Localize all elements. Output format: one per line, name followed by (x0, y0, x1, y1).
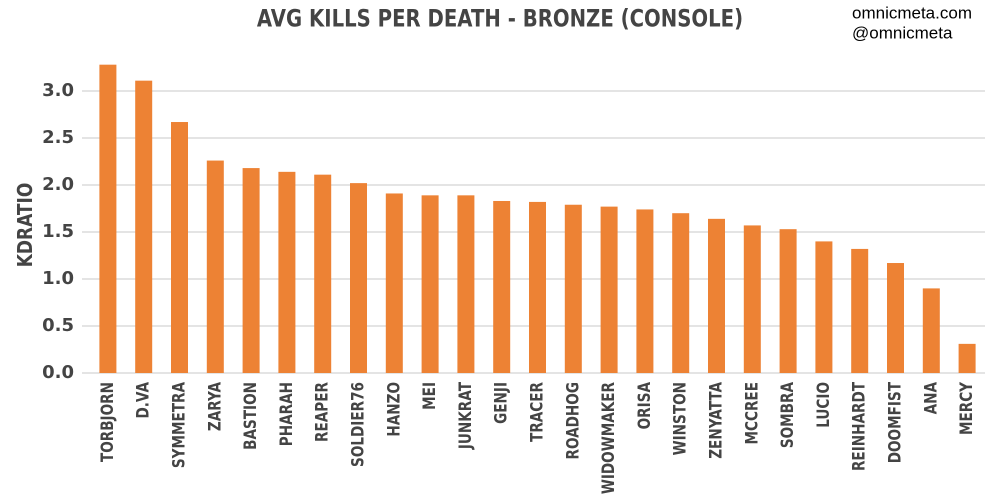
x-tick-label: BASTION (241, 382, 261, 450)
x-tick-label: ANA (921, 382, 941, 414)
x-tick-label: MCCREE (742, 382, 762, 444)
bar (672, 213, 690, 373)
bar (99, 64, 117, 374)
x-tick-label: SOLDIER76 (348, 382, 368, 467)
x-tick-label: WINSTON (670, 382, 690, 455)
y-tick-label: 0.5 (42, 315, 74, 336)
y-tick-label: 0.0 (42, 362, 74, 383)
bar (887, 263, 904, 373)
x-tick-label: WIDOWMAKER (599, 382, 619, 494)
bar (564, 204, 582, 373)
bar (851, 248, 869, 373)
x-tick-label: TORBJORN (97, 382, 117, 462)
x-tick-label: MEI (420, 382, 440, 410)
bar (958, 343, 976, 373)
x-tick-label: REINHARDT (849, 382, 869, 471)
chart-title: AVG KILLS PER DEATH - BRONZE (CONSOLE) (257, 6, 743, 33)
bar (135, 80, 153, 373)
x-tick-label: ZENYATTA (706, 382, 726, 459)
bar (779, 229, 797, 373)
bar (350, 183, 367, 373)
x-tick-label: SOMBRA (778, 382, 798, 448)
y-tick-label: 2.0 (42, 174, 74, 195)
x-tick-label: JUNKRAT (455, 382, 475, 450)
x-tick-label: ROADHOG (563, 382, 583, 459)
bar (600, 206, 618, 373)
bar (457, 195, 475, 373)
bar (529, 201, 546, 373)
watermark: @omnicmeta (852, 23, 953, 42)
x-tick-label: TRACER (527, 382, 547, 442)
x-tick-label: LUCIO (813, 382, 833, 428)
x-tick-label: DOOMFIST (885, 382, 905, 464)
bar (242, 168, 260, 373)
bar (922, 288, 940, 373)
x-tick-label: HANZO (384, 382, 404, 437)
y-tick-label: 3.0 (42, 80, 74, 101)
bar (278, 171, 296, 373)
bar (206, 160, 224, 373)
x-tick-label: SYMMETRA (169, 382, 189, 468)
x-tick-label: PHARAH (276, 382, 296, 446)
bar (636, 209, 654, 373)
bar (421, 195, 439, 373)
bar (493, 200, 511, 373)
x-tick-label: ORISA (634, 382, 654, 429)
bar (708, 218, 725, 373)
x-tick-label: ZARYA (205, 382, 225, 431)
y-tick-label: 2.5 (42, 127, 74, 148)
bar (743, 225, 761, 373)
x-tick-label: GENJI (491, 382, 511, 424)
y-tick-label: 1.0 (42, 268, 74, 289)
x-tick-label: D.VA (133, 382, 153, 419)
bar (314, 174, 332, 373)
bar (815, 241, 833, 373)
x-tick-label: MERCY (957, 381, 977, 435)
watermark: omnicmeta.com (852, 3, 972, 22)
y-axis-label: KDRATIO (15, 183, 38, 268)
x-tick-label: REAPER (312, 382, 332, 442)
bar (171, 122, 188, 374)
y-tick-label: 1.5 (42, 221, 74, 242)
bar (385, 193, 403, 373)
